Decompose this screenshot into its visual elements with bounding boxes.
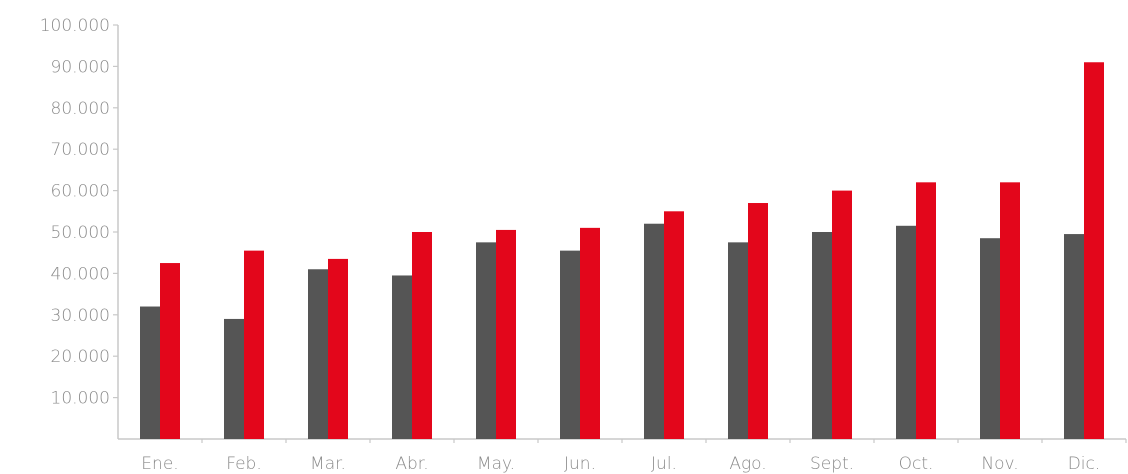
x-tick-label: Nov. (981, 454, 1018, 474)
y-tick-label: 10.000 (51, 389, 110, 409)
x-tick-label: Feb. (226, 454, 262, 474)
x-tick-label: Abr. (395, 454, 428, 474)
bar-series-1 (896, 225, 916, 439)
bar-series-2 (1000, 182, 1020, 439)
y-tick-label: 40.000 (51, 264, 110, 284)
bar-series-2 (496, 229, 516, 439)
x-tick-label: May. (477, 454, 515, 474)
y-tick-label: 50.000 (51, 223, 110, 243)
bar-series-1 (224, 318, 244, 439)
bar-series-1 (140, 306, 160, 439)
bar-series-2 (1084, 62, 1104, 439)
x-tick-label: Dic. (1068, 454, 1101, 474)
y-tick-label: 60.000 (51, 182, 110, 202)
x-tick-label: Jun. (564, 454, 596, 474)
x-tick-label: Ago. (729, 454, 766, 474)
bar-series-1 (980, 238, 1000, 439)
x-tick-label: Mar. (310, 454, 346, 474)
x-tick-label: Sept. (810, 454, 854, 474)
bar-series-1 (560, 250, 580, 439)
bar-series-1 (476, 242, 496, 439)
bar-series-2 (664, 211, 684, 439)
y-tick-label: 80.000 (51, 99, 110, 119)
y-tick-label: 30.000 (51, 306, 110, 326)
bar-series-2 (916, 182, 936, 439)
bar-series-1 (1064, 234, 1084, 439)
y-tick-label: 90.000 (51, 57, 110, 77)
x-tick-label: Ene. (141, 454, 178, 474)
bars (140, 62, 1104, 439)
x-tick-label: Jul. (651, 454, 677, 474)
bar-series-2 (412, 232, 432, 439)
x-axis: Ene. Feb. Mar. Abr. May. Jun. Jul. Ago. Sept. Oct… (118, 438, 1127, 474)
y-tick-label: 100.000 (40, 16, 110, 36)
bar-series-1 (728, 242, 748, 439)
bar-series-1 (644, 223, 664, 439)
bar-series-2 (580, 227, 600, 439)
bar-series-2 (832, 190, 852, 439)
y-tick-label: 70.000 (51, 140, 110, 160)
x-tick-label: Oct. (899, 454, 934, 474)
bar-series-2 (328, 258, 348, 439)
bar-series-2 (160, 263, 180, 439)
bar-series-1 (308, 269, 328, 439)
bar-series-1 (392, 275, 412, 439)
bar-series-2 (748, 203, 768, 439)
bar-series-2 (244, 250, 264, 439)
y-tick-label: 20.000 (51, 347, 110, 367)
y-axis: 10.000 20.000 30.000 40.000 50.000 60.000 70.0… (40, 16, 119, 439)
bar-series-1 (812, 232, 832, 439)
